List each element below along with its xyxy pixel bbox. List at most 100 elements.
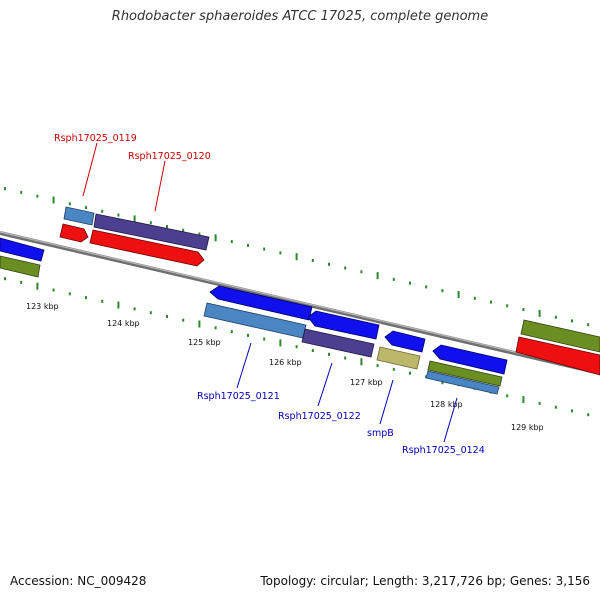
major-tick (117, 301, 120, 309)
minor-tick (263, 337, 266, 341)
minor-tick (230, 240, 233, 244)
gene-arrow-blue[interactable] (0, 237, 45, 262)
minor-tick (166, 315, 168, 318)
minor-tick (328, 352, 330, 356)
minor-tick (149, 311, 152, 315)
scale-labels: 123 kbp 124 kbp 125 kbp 126 kbp 127 kbp … (26, 302, 544, 432)
outer-tick-track (4, 187, 590, 327)
major-tick (198, 320, 201, 328)
minor-tick (554, 405, 557, 409)
major-tick (522, 396, 525, 404)
minor-tick (392, 367, 395, 371)
minor-tick (311, 259, 314, 262)
minor-tick (506, 304, 509, 308)
minor-tick (101, 209, 104, 213)
minor-tick (263, 247, 266, 251)
gene-arrow-blue[interactable] (307, 310, 380, 340)
feature-bar-steelblue[interactable] (425, 370, 500, 395)
minor-tick (20, 280, 23, 284)
forward-features (0, 206, 600, 376)
feature-bar-purple[interactable] (93, 213, 210, 251)
major-tick (36, 282, 39, 290)
major-tick (279, 339, 282, 347)
callout-lines (82, 142, 458, 443)
minor-tick (409, 371, 411, 375)
minor-tick (214, 326, 217, 330)
scale-label: 125 kbp (188, 338, 221, 347)
minor-tick (344, 266, 347, 270)
major-tick (538, 309, 541, 317)
scale-label: 123 kbp (26, 302, 59, 311)
minor-tick (4, 277, 6, 281)
minor-tick (490, 300, 492, 304)
accession-text: Accession: NC_009428 (10, 574, 147, 588)
minor-tick (36, 194, 39, 198)
minor-tick (425, 285, 428, 289)
minor-tick (101, 299, 104, 303)
minor-tick (409, 281, 411, 285)
gene-arrow-red[interactable] (59, 223, 89, 243)
gene-label[interactable]: Rsph17025_0122 (278, 411, 361, 422)
minor-tick (117, 213, 120, 217)
minor-tick (328, 262, 330, 266)
minor-tick (20, 190, 23, 194)
major-tick (52, 196, 55, 204)
minor-tick (360, 270, 363, 274)
minor-tick (571, 319, 573, 323)
scale-label: 128 kbp (430, 400, 463, 409)
minor-tick (230, 330, 233, 334)
gene-arrow-red[interactable] (515, 336, 600, 376)
minor-tick (344, 356, 347, 360)
minor-tick (473, 296, 476, 300)
minor-tick (441, 289, 444, 293)
minor-tick (506, 394, 509, 398)
feature-bar-purple[interactable] (301, 328, 375, 358)
feature-bar-olive[interactable] (520, 319, 600, 353)
inner-tick-track (4, 277, 590, 417)
minor-tick (68, 202, 71, 206)
feature-bar-khaki[interactable] (376, 346, 421, 370)
minor-tick (392, 277, 395, 281)
map-title: Rhodobacter sphaeroides ATCC 17025, comp… (111, 9, 489, 24)
minor-tick (133, 307, 136, 311)
gene-arrow-blue[interactable] (432, 344, 508, 375)
scale-label: 124 kbp (107, 319, 140, 328)
feature-bar-steelblue[interactable] (63, 206, 95, 226)
major-tick (360, 358, 363, 366)
gene-label[interactable]: Rsph17025_0120 (128, 151, 211, 162)
minor-tick (182, 318, 185, 322)
minor-tick (68, 292, 71, 296)
major-tick (214, 234, 217, 242)
gene-arrow-blue[interactable] (209, 285, 313, 321)
minor-tick (4, 187, 6, 191)
minor-tick (247, 333, 249, 337)
major-tick (133, 215, 136, 223)
gene-label[interactable]: Rsph17025_0121 (197, 391, 280, 402)
scale-label: 129 kbp (511, 423, 544, 432)
major-tick (457, 291, 460, 298)
minor-tick (522, 308, 525, 312)
minor-tick (166, 225, 168, 228)
gene-arrow-blue[interactable] (384, 330, 426, 353)
minor-tick (85, 296, 87, 300)
gene-arrow-red[interactable] (89, 229, 205, 267)
minor-tick (149, 221, 152, 225)
minor-tick (554, 315, 557, 319)
genome-backbone (0, 231, 600, 375)
minor-tick (295, 345, 298, 349)
gene-label[interactable]: smpB (367, 428, 394, 439)
scale-label: 127 kbp (350, 378, 383, 387)
feature-bar-olive[interactable] (427, 360, 503, 387)
minor-tick (571, 409, 573, 413)
minor-tick (587, 413, 590, 417)
minor-tick (85, 206, 87, 210)
feature-bar-olive[interactable] (0, 255, 41, 278)
minor-tick (52, 288, 55, 292)
gene-label[interactable]: Rsph17025_0119 (54, 133, 137, 144)
minor-tick (247, 243, 249, 247)
reverse-features (203, 285, 508, 395)
minor-tick (279, 251, 282, 255)
minor-tick (587, 323, 590, 327)
gene-label[interactable]: Rsph17025_0124 (402, 445, 485, 456)
